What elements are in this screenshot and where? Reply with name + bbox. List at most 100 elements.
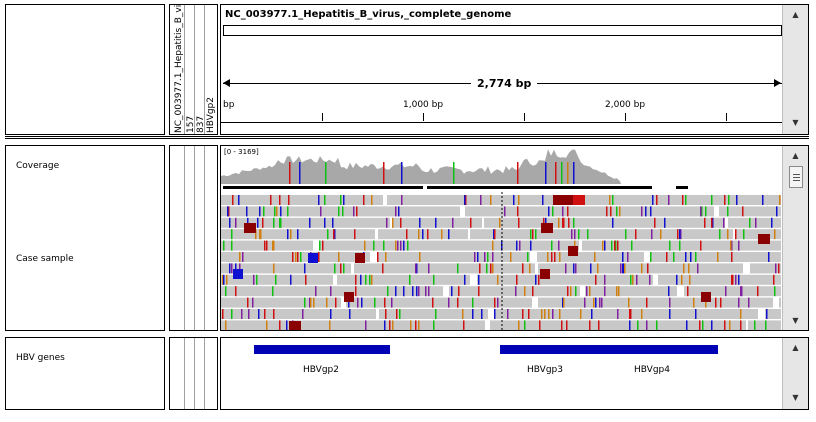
scroll-up-arrow-icon[interactable]: ▲ bbox=[792, 10, 799, 19]
scroll-up-arrow-icon[interactable]: ▲ bbox=[792, 343, 799, 352]
ruler-tick bbox=[625, 113, 626, 121]
gene-bar-hbvgp2[interactable] bbox=[254, 345, 390, 354]
header-scrollbar[interactable]: ▲ ▼ bbox=[782, 5, 808, 134]
read-mismatch bbox=[452, 217, 454, 228]
mismatch-cluster bbox=[355, 253, 365, 263]
data-scrollbar[interactable]: ▲ ▼ bbox=[782, 146, 808, 330]
read-mismatch bbox=[349, 309, 351, 319]
read-mismatch bbox=[238, 195, 240, 205]
read-mismatch bbox=[676, 274, 678, 285]
read-mismatch bbox=[313, 297, 315, 308]
read bbox=[494, 309, 758, 319]
read-mismatch bbox=[530, 229, 532, 240]
read-mismatch bbox=[688, 263, 690, 274]
coverage-and-reads-view[interactable] bbox=[221, 146, 782, 330]
read-mismatch bbox=[522, 309, 524, 319]
read-mismatch bbox=[664, 217, 666, 228]
read-mismatch bbox=[595, 274, 597, 285]
read-mismatch bbox=[757, 286, 759, 297]
span-label: 2,774 bp bbox=[471, 77, 538, 90]
read-mismatch bbox=[614, 240, 616, 251]
feature-panel[interactable]: HBVgp2 HBVgp3 HBVgp4 ▲ ▼ bbox=[220, 337, 809, 410]
read-mismatch bbox=[253, 274, 255, 285]
case-sample-track-label[interactable]: Case sample bbox=[16, 254, 74, 264]
read-mismatch bbox=[528, 309, 530, 319]
read-mismatch bbox=[492, 240, 494, 251]
read-mismatch bbox=[324, 217, 326, 228]
read-mismatch bbox=[464, 274, 466, 285]
read-mismatch bbox=[403, 286, 405, 297]
read-mismatch bbox=[681, 274, 683, 285]
mismatch-cluster bbox=[244, 223, 256, 233]
read-mismatch bbox=[223, 274, 225, 285]
panel-divider[interactable] bbox=[5, 136, 809, 139]
scroll-down-arrow-icon[interactable]: ▼ bbox=[792, 393, 799, 402]
read-mismatch bbox=[264, 240, 266, 251]
read-mismatch bbox=[590, 263, 592, 274]
read-mismatch bbox=[241, 309, 243, 319]
read-mismatch bbox=[513, 195, 515, 205]
read-mismatch bbox=[574, 240, 576, 251]
read-mismatch bbox=[668, 286, 670, 297]
read-mismatch bbox=[604, 274, 606, 285]
read bbox=[658, 274, 781, 285]
read-mismatch bbox=[762, 195, 764, 205]
read-mismatch bbox=[225, 320, 227, 330]
coverage-mismatch-mark bbox=[561, 162, 563, 184]
read-mismatch bbox=[730, 240, 732, 251]
read-mismatch bbox=[697, 263, 699, 274]
scroll-down-arrow-icon[interactable]: ▼ bbox=[792, 118, 799, 127]
read-mismatch bbox=[728, 195, 730, 205]
gene-bar-hbvgp3-hbvgp4[interactable] bbox=[500, 345, 718, 354]
gene-label-hbvgp3: HBVgp3 bbox=[527, 365, 563, 375]
read-mismatch bbox=[477, 252, 479, 262]
mismatch-cluster bbox=[308, 253, 318, 263]
scroll-thumb[interactable] bbox=[789, 166, 803, 188]
genes-track-label[interactable]: HBV genes bbox=[16, 353, 65, 363]
read-mismatch bbox=[342, 206, 344, 217]
scroll-up-arrow-icon[interactable]: ▲ bbox=[792, 151, 799, 160]
read-mismatch bbox=[416, 286, 418, 297]
read-mismatch bbox=[711, 195, 713, 205]
read bbox=[221, 206, 460, 217]
read-mismatch bbox=[567, 206, 569, 217]
read-mismatch bbox=[401, 195, 403, 205]
read-mismatch bbox=[580, 309, 582, 319]
read-mismatch bbox=[231, 309, 233, 319]
feature-scrollbar[interactable]: ▲ ▼ bbox=[782, 338, 808, 409]
read-mismatch bbox=[729, 320, 731, 330]
read-mismatch bbox=[731, 240, 733, 251]
read-mismatch bbox=[742, 206, 744, 217]
read-mismatch bbox=[474, 252, 476, 262]
read-mismatch bbox=[327, 229, 329, 240]
coverage-mismatch-mark bbox=[573, 162, 575, 184]
read-mismatch bbox=[686, 320, 688, 330]
read bbox=[449, 286, 580, 297]
coverage-track-label[interactable]: Coverage bbox=[16, 161, 60, 171]
read-mismatch bbox=[302, 309, 304, 319]
read-mismatch bbox=[591, 309, 593, 319]
read-mismatch bbox=[683, 263, 685, 274]
read-mismatch bbox=[392, 320, 394, 330]
ruler-tick-label-2: 2,000 bp bbox=[605, 100, 646, 110]
read bbox=[750, 263, 781, 274]
read-mismatch bbox=[668, 195, 670, 205]
read-mismatch bbox=[334, 229, 336, 240]
read-mismatch bbox=[374, 297, 376, 308]
mismatch-cluster bbox=[573, 195, 585, 205]
coverage-mismatch-mark bbox=[401, 162, 403, 184]
read bbox=[354, 263, 535, 274]
read-mismatch bbox=[774, 229, 776, 240]
read-mismatch bbox=[448, 229, 450, 240]
data-panel[interactable]: [0 - 3169] ▲ ▼ bbox=[220, 145, 809, 331]
scroll-down-arrow-icon[interactable]: ▼ bbox=[792, 316, 799, 325]
read-mismatch bbox=[559, 252, 561, 262]
ruler-tick bbox=[524, 113, 525, 121]
read-mismatch bbox=[256, 274, 258, 285]
genome-title: NC_003977.1_Hepatitis_B_virus,_complete_… bbox=[225, 9, 512, 20]
mismatch-cluster bbox=[758, 234, 770, 244]
read-mismatch bbox=[287, 206, 289, 217]
read-mismatch bbox=[562, 217, 564, 228]
read-mismatch bbox=[507, 309, 509, 319]
read-mismatch bbox=[272, 240, 274, 251]
